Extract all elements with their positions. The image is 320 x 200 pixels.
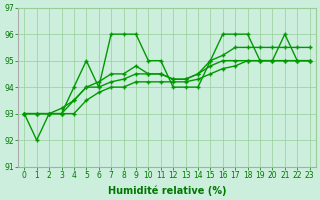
X-axis label: Humidité relative (%): Humidité relative (%): [108, 185, 226, 196]
